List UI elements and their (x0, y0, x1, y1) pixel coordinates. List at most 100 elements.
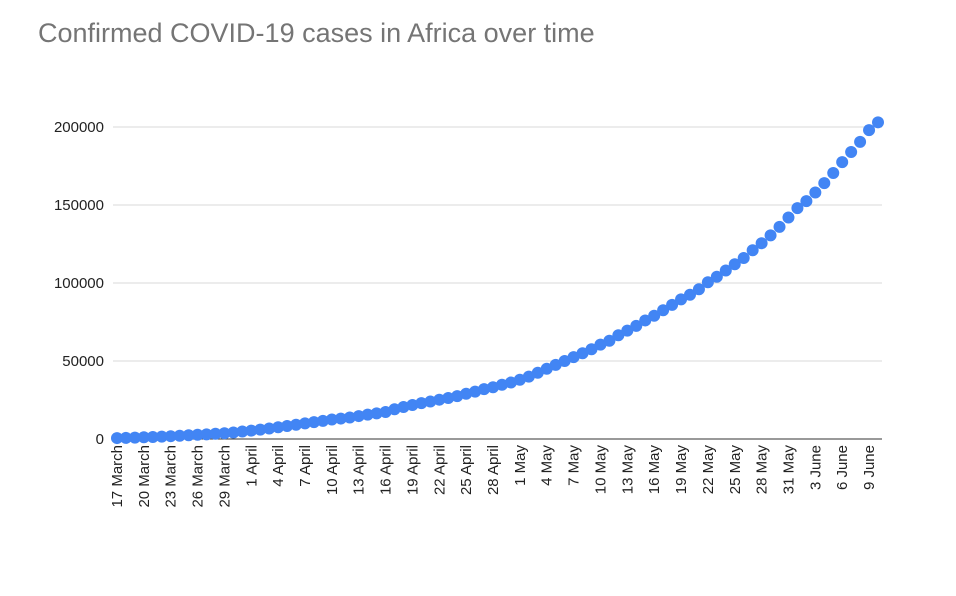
data-point (236, 425, 249, 438)
data-point (316, 414, 329, 427)
y-tick-label: 50000 (62, 353, 104, 370)
data-point (621, 324, 634, 337)
data-point (692, 283, 705, 296)
x-tick-label: 6 June (834, 445, 851, 490)
data-point (442, 391, 455, 404)
x-tick-label: 10 May (592, 445, 609, 495)
data-point (334, 412, 347, 425)
x-tick-label: 25 April (458, 445, 475, 495)
data-point (424, 395, 437, 408)
x-tick-label: 17 March (109, 445, 126, 508)
data-point (325, 413, 338, 426)
data-point (648, 309, 661, 322)
data-point (603, 334, 616, 347)
x-tick-label: 3 June (807, 445, 824, 490)
data-point (782, 211, 795, 224)
data-point (370, 407, 383, 420)
data-point (415, 397, 428, 410)
data-point (567, 351, 580, 364)
data-point (791, 202, 804, 215)
data-point (728, 258, 741, 271)
data-point (263, 422, 276, 435)
data-point (245, 424, 258, 437)
data-point (800, 195, 813, 208)
data-point (460, 387, 473, 400)
x-tick-label: 7 April (297, 445, 314, 487)
x-tick-label: 19 April (404, 445, 421, 495)
data-point (872, 116, 884, 129)
data-point (549, 358, 562, 371)
y-tick-label: 0 (96, 431, 104, 448)
data-point (594, 338, 607, 351)
data-point (764, 229, 777, 242)
data-point (639, 314, 652, 327)
y-tick-label: 200000 (54, 119, 104, 136)
data-point (773, 220, 786, 233)
y-tick-label: 150000 (54, 197, 104, 214)
x-tick-label: 28 May (754, 445, 771, 495)
data-point (209, 427, 222, 440)
data-point (854, 135, 867, 148)
y-tick-label: 100000 (54, 275, 104, 292)
data-point (478, 383, 491, 396)
x-tick-label: 13 April (351, 445, 368, 495)
data-point (585, 343, 598, 356)
x-tick-label: 4 April (270, 445, 287, 487)
series-points (111, 116, 884, 445)
x-tick-label: 19 May (673, 445, 690, 495)
data-point (863, 124, 876, 137)
data-point (352, 410, 365, 423)
x-tick-label: 28 April (485, 445, 502, 495)
y-axis-tick-labels: 0 50000 100000 150000 200000 (54, 119, 104, 448)
data-point (281, 420, 294, 433)
data-point (119, 431, 132, 444)
data-point (701, 276, 714, 289)
data-point (137, 431, 150, 444)
x-tick-label: 10 April (324, 445, 341, 495)
x-tick-label: 7 May (566, 445, 583, 486)
x-tick-label: 29 March (216, 445, 233, 508)
chart-title: Confirmed COVID-19 cases in Africa over … (38, 18, 595, 48)
data-point (191, 428, 204, 441)
data-point (630, 319, 643, 332)
data-point (254, 423, 267, 436)
data-point (558, 355, 571, 367)
data-point (710, 270, 723, 283)
data-point (836, 156, 849, 169)
data-point (827, 167, 840, 180)
x-tick-label: 26 March (190, 445, 207, 508)
data-point (522, 370, 535, 383)
data-point (719, 264, 732, 277)
x-tick-label: 13 May (619, 445, 636, 495)
data-point (272, 421, 285, 434)
data-point (746, 244, 759, 257)
data-point (576, 347, 589, 360)
data-point (495, 378, 508, 391)
x-tick-label: 16 April (378, 445, 395, 495)
data-point (809, 186, 822, 199)
data-point (173, 429, 186, 442)
data-point (531, 366, 544, 379)
data-point (146, 430, 159, 443)
data-point (433, 393, 446, 406)
data-point (299, 417, 312, 430)
data-point (818, 177, 831, 190)
data-point (307, 416, 320, 429)
data-point (666, 298, 679, 311)
data-point (612, 329, 625, 342)
data-point (388, 403, 401, 416)
data-point (200, 428, 213, 441)
data-point (845, 145, 858, 158)
data-point (657, 304, 670, 317)
data-point (397, 401, 410, 414)
data-point (182, 429, 195, 442)
x-tick-label: 31 May (780, 445, 797, 495)
data-point (755, 237, 768, 250)
x-tick-label: 23 March (163, 445, 180, 508)
x-tick-label: 20 March (136, 445, 153, 508)
data-point (675, 293, 688, 306)
data-point (155, 430, 168, 443)
data-point (540, 362, 553, 375)
x-tick-label: 1 May (512, 445, 529, 486)
